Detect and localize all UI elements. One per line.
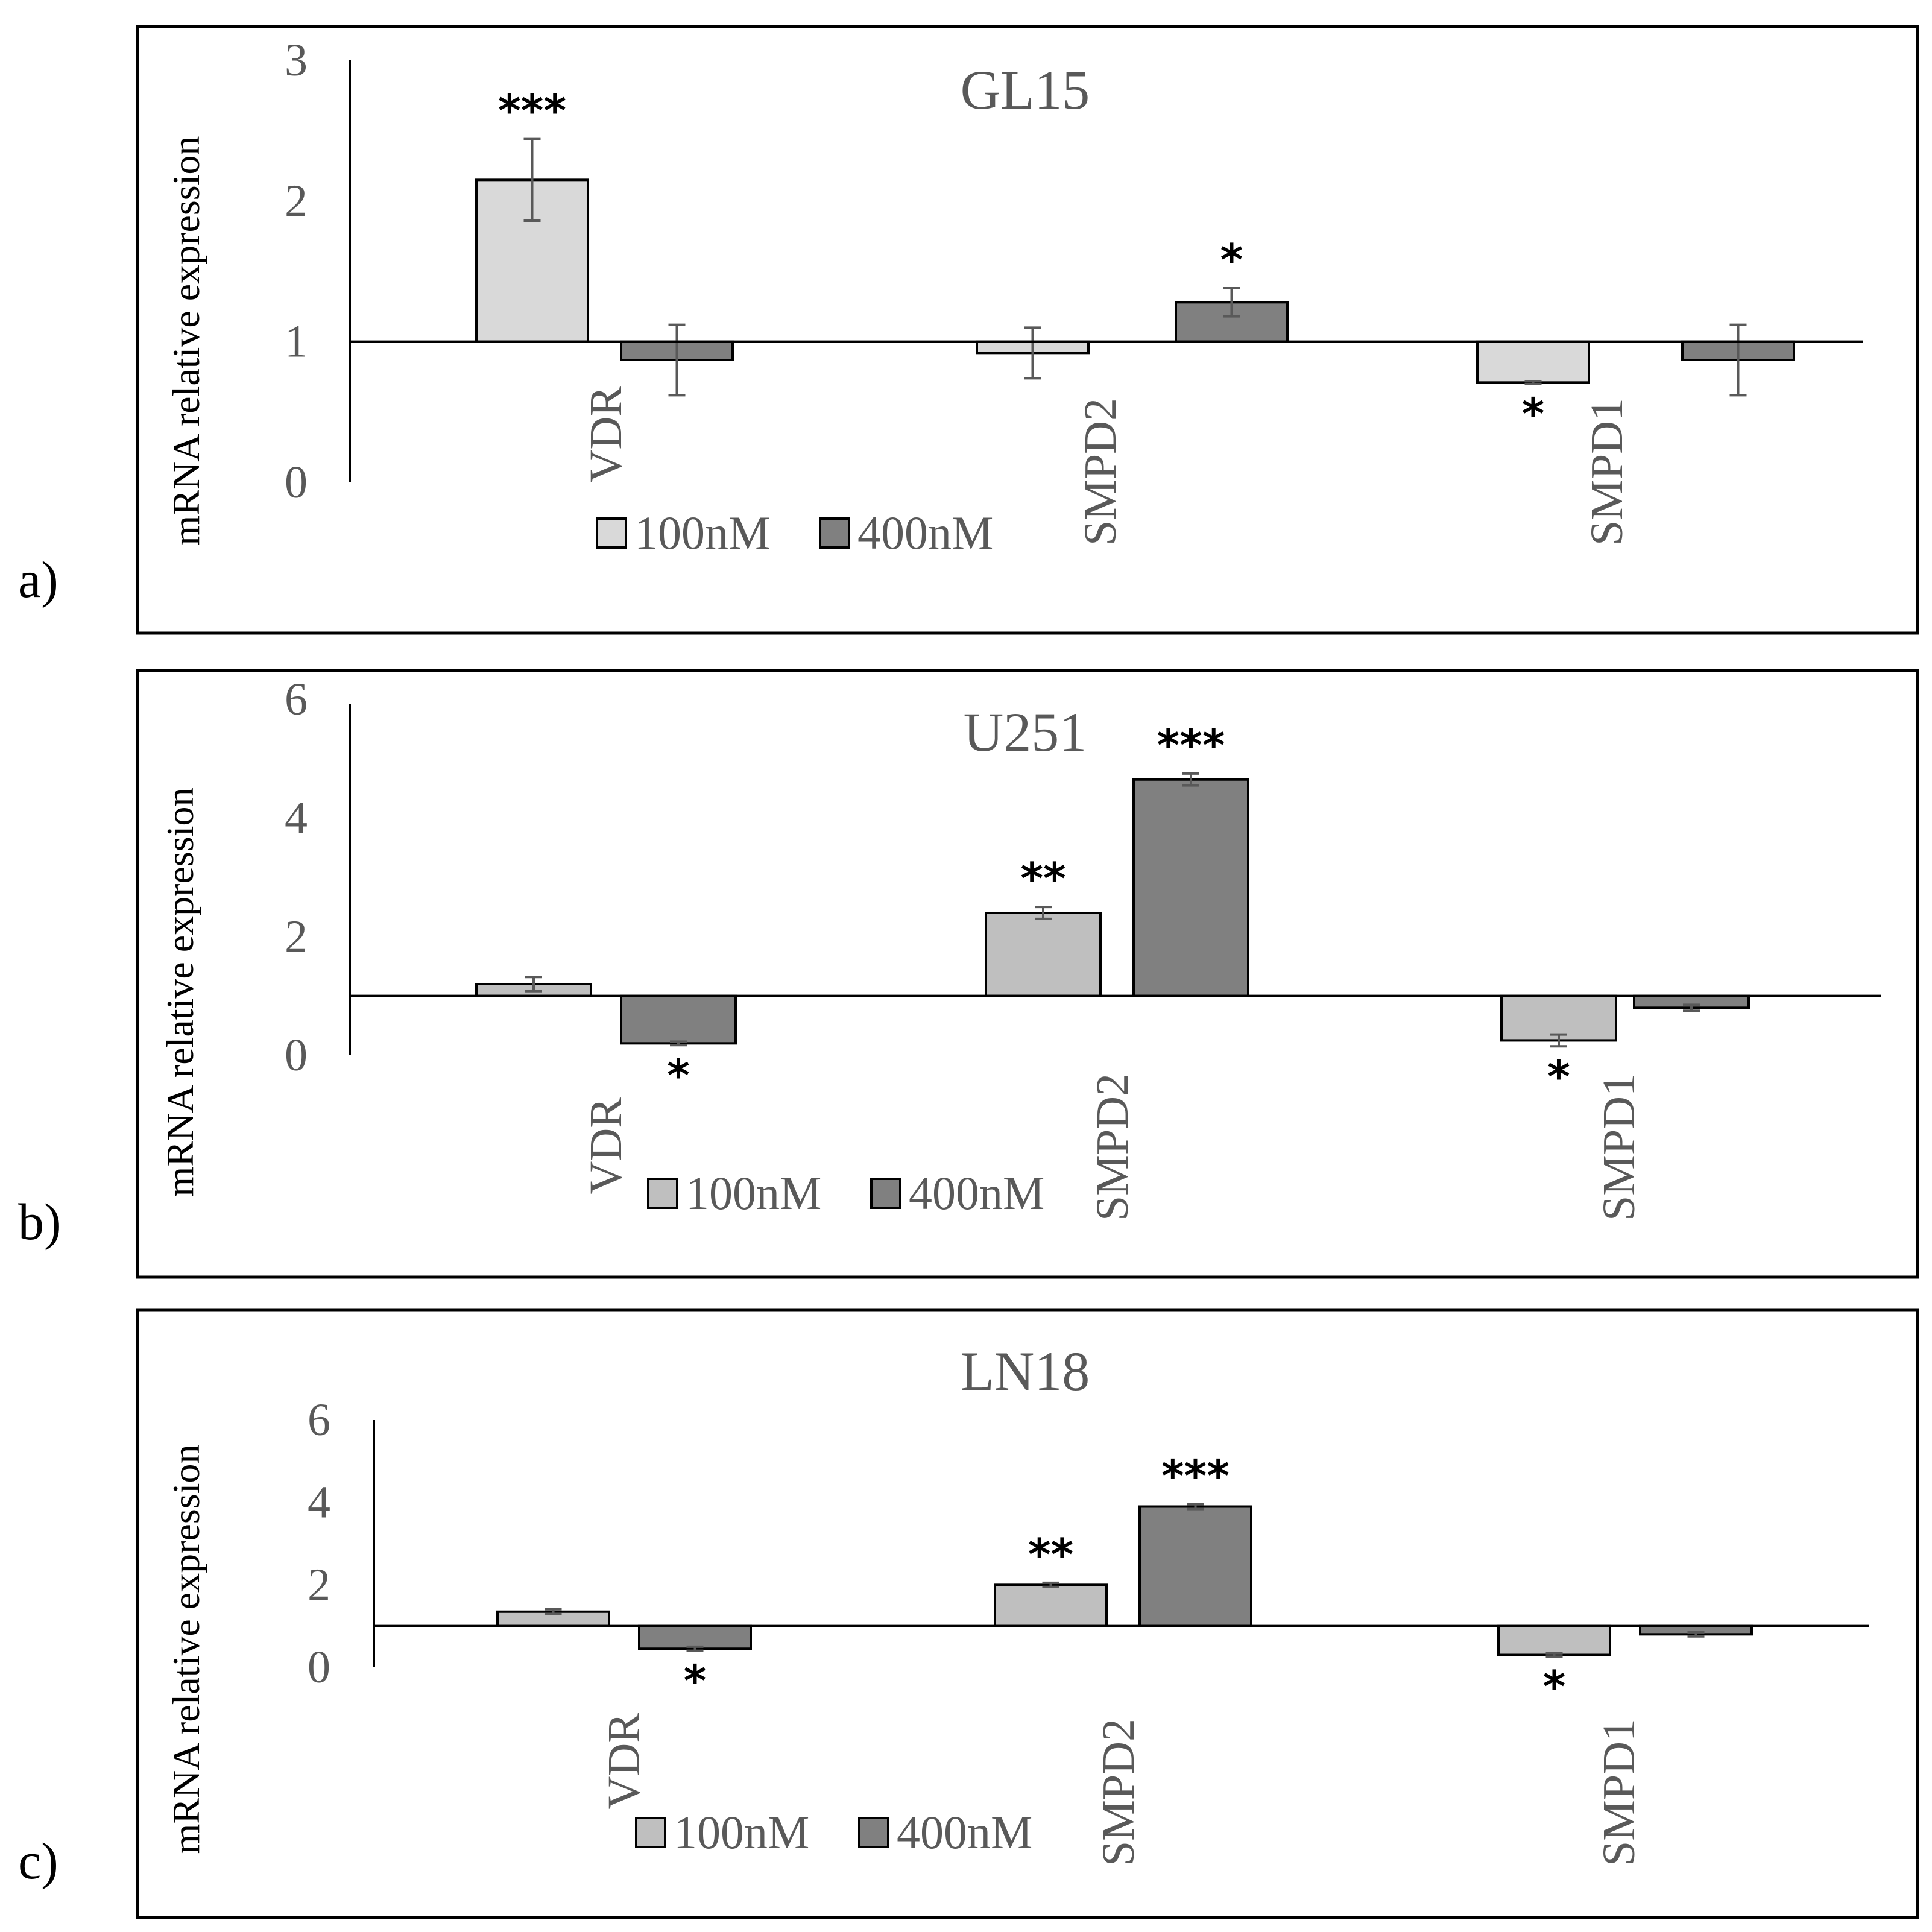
panel-1-significance-marker: * xyxy=(1522,389,1545,440)
panel-2-significance-marker: ** xyxy=(1020,853,1065,904)
panel-2-bar-400nM-SMPD2 xyxy=(1132,778,1249,997)
panel-1-category-label: SMPD1 xyxy=(1582,398,1632,546)
panel-1-significance-marker: * xyxy=(1220,235,1243,285)
panel-3-category-label: VDR xyxy=(599,1713,649,1810)
panel-2-frame xyxy=(136,669,1919,1279)
panel-3-significance-marker: *** xyxy=(1161,1450,1230,1501)
panel-1-y-tick-label: 3 xyxy=(285,35,308,86)
panel-3-legend-swatch-100nM xyxy=(635,1817,666,1848)
panel-3-category-label: SMPD2 xyxy=(1093,1719,1144,1866)
panel-3-bar-100nM-SMPD2 xyxy=(1497,1624,1611,1656)
panel-3-y-tick-label: 2 xyxy=(308,1559,330,1610)
panel-3-category-label: SMPD1 xyxy=(1594,1719,1644,1866)
panel-1-legend-label-400nM: 400nM xyxy=(857,507,993,559)
panel-2-legend-label-400nM: 400nM xyxy=(909,1167,1044,1219)
panel-2-legend-swatch-400nM xyxy=(870,1178,901,1209)
panel-1-legend-swatch-400nM xyxy=(819,517,850,549)
panel-1-y-tick-label: 0 xyxy=(285,457,308,508)
panel-2-bar-100nM-SMPD1 xyxy=(1500,994,1617,1042)
panel-1-category-label: SMPD2 xyxy=(1075,398,1126,546)
panel-2-significance-marker: *** xyxy=(1157,720,1225,771)
panel-1-significance-marker: *** xyxy=(498,86,566,136)
panel-3-bar-400nM-SMPD1 xyxy=(1138,1505,1252,1627)
panel-2-category-label: SMPD2 xyxy=(1087,1073,1138,1221)
panel-2-y-tick-label: 2 xyxy=(285,911,308,962)
panel-2-significance-marker: * xyxy=(667,1050,690,1100)
panel-3-frame xyxy=(136,1308,1919,1919)
panel-2-y-tick-label: 0 xyxy=(285,1030,308,1081)
panel-3-significance-marker: ** xyxy=(1028,1529,1073,1580)
panel-2-title: U251 xyxy=(964,701,1087,763)
panel-1-legend-swatch-100nM xyxy=(596,517,627,549)
panel-2-panel-label: b) xyxy=(18,1193,62,1251)
panel-3-y-tick-label: 6 xyxy=(308,1395,330,1445)
panel-2-legend-swatch-100nM xyxy=(647,1178,678,1209)
panel-1-y-tick-label: 1 xyxy=(285,317,308,367)
panel-2-y-axis-label: mRNA relative expression xyxy=(159,788,201,1197)
panel-3-y-tick-label: 0 xyxy=(308,1642,330,1693)
panel-1-panel-label: a) xyxy=(18,551,58,608)
panel-3-legend-label-400nM: 400nM xyxy=(897,1806,1032,1858)
panel-1-legend-label-100nM: 100nM xyxy=(634,507,770,559)
panel-1-y-tick-label: 2 xyxy=(285,175,308,226)
panel-3-y-tick-label: 4 xyxy=(308,1477,330,1528)
panel-2-legend-label-100nM: 100nM xyxy=(686,1167,821,1219)
panel-1-title: GL15 xyxy=(961,59,1090,121)
panel-2-y-tick-label: 6 xyxy=(285,674,308,725)
panel-3-bar-100nM-SMPD1 xyxy=(994,1583,1108,1627)
panel-1-category-label: VDR xyxy=(581,386,631,483)
panel-3-bar-400nM-VDR xyxy=(638,1624,752,1650)
panel-2-significance-marker: * xyxy=(1547,1051,1570,1102)
panel-1-frame xyxy=(136,25,1919,635)
panel-2-bar-100nM-SMPD2 xyxy=(985,912,1102,997)
panel-3-significance-marker: * xyxy=(1543,1661,1566,1712)
panel-1-y-axis-label: mRNA relative expression xyxy=(165,136,207,546)
panel-3-panel-label: c) xyxy=(18,1832,58,1890)
panel-2-y-tick-label: 4 xyxy=(285,793,308,844)
panel-2-category-label: VDR xyxy=(581,1097,631,1195)
panel-2-bar-400nM-VDR xyxy=(620,994,737,1045)
panel-3-y-axis-label: mRNA relative expression xyxy=(165,1445,207,1854)
panel-3-title: LN18 xyxy=(961,1340,1090,1402)
panel-1-bar-100nM-SMPD1 xyxy=(1476,340,1590,384)
panel-2-category-label: SMPD1 xyxy=(1594,1073,1644,1221)
panel-3-legend-label-100nM: 100nM xyxy=(674,1806,809,1858)
panel-3-legend-swatch-400nM xyxy=(858,1817,889,1848)
panel-3-significance-marker: * xyxy=(684,1656,707,1706)
